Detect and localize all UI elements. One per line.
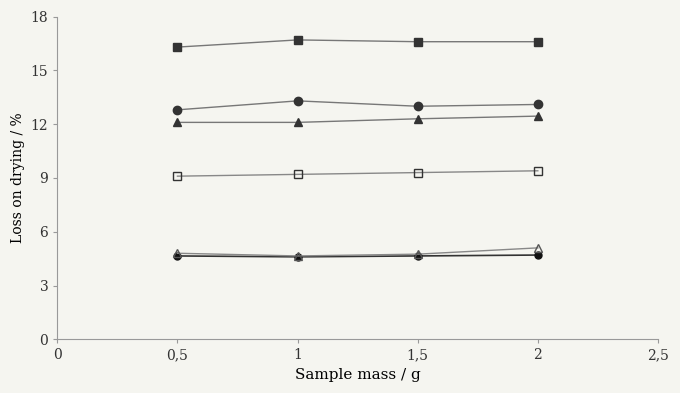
guar — [294, 120, 302, 125]
Line: hypromellose: hypromellose — [173, 244, 542, 260]
microcrystalline cellulose — [413, 253, 422, 258]
potato starch — [413, 39, 422, 44]
X-axis label: Sample mass / g: Sample mass / g — [294, 368, 420, 382]
Line: microcrystalline cellulose: microcrystalline cellulose — [174, 252, 541, 260]
agar — [173, 174, 182, 178]
Line: maize starch: maize starch — [173, 97, 542, 114]
guar — [534, 114, 542, 118]
microcrystalline cellulose — [294, 255, 302, 259]
maize starch — [413, 104, 422, 108]
maize starch — [294, 99, 302, 103]
Y-axis label: Loss on drying / %: Loss on drying / % — [11, 113, 25, 243]
guar — [173, 120, 182, 125]
agar — [294, 172, 302, 177]
guar — [413, 116, 422, 121]
potato starch — [173, 45, 182, 50]
hypromellose — [294, 253, 302, 258]
maize starch — [173, 107, 182, 112]
microcrystalline cellulose — [173, 253, 182, 258]
agar — [413, 170, 422, 175]
Line: agar: agar — [173, 167, 542, 180]
hypromellose — [413, 252, 422, 257]
potato starch — [294, 38, 302, 42]
microcrystalline cellulose — [534, 253, 542, 257]
Line: guar: guar — [173, 112, 542, 127]
maize starch — [534, 102, 542, 107]
hypromellose — [534, 246, 542, 250]
hypromellose — [173, 251, 182, 255]
potato starch — [534, 39, 542, 44]
agar — [534, 169, 542, 173]
Line: potato starch: potato starch — [173, 36, 542, 51]
